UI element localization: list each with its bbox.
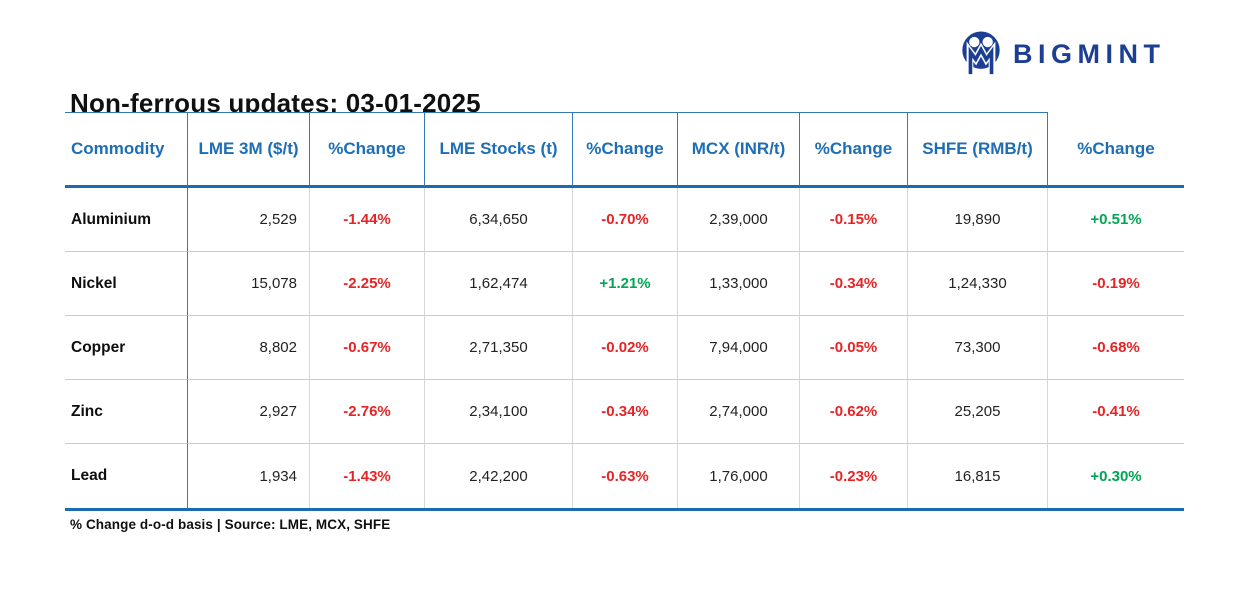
col-header-shfe: SHFE (RMB/t) [908,112,1048,188]
lme-3m-cell: 15,078 [188,252,310,316]
shfe-change-cell: +0.51% [1048,188,1184,252]
shfe-cell: 25,205 [908,380,1048,444]
mcx-cell: 7,94,000 [678,316,800,380]
lme-3m-change-cell: -0.67% [310,316,425,380]
mcx-change-cell: -0.15% [800,188,908,252]
mcx-change-cell: -0.05% [800,316,908,380]
lme-stocks-cell: 2,34,100 [425,380,573,444]
lme-3m-change-cell: -2.25% [310,252,425,316]
col-header-mcx-change: %Change [800,112,908,188]
brand-logo: BIGMINT [958,28,1166,80]
shfe-change-cell: -0.19% [1048,252,1184,316]
shfe-change-cell: +0.30% [1090,467,1142,485]
lme-3m-change-cell: -2.76% [310,380,425,444]
lme-3m-cell: 2,529 [188,188,310,252]
shfe-cell: 19,890 [908,188,1048,252]
commodity-cell: Nickel [65,252,188,316]
commodity-cell: Aluminium [65,188,188,252]
mcx-change-cell: -0.34% [800,252,908,316]
lme-stocks-cell: 6,34,650 [425,188,573,252]
lme-stocks-cell: 2,71,350 [425,316,573,380]
brand-name: BIGMINT [1013,38,1166,69]
lme-stocks-change-cell: -0.70% [573,188,678,252]
shfe-cell: 73,300 [908,316,1048,380]
commodity-cell: Copper [65,316,188,380]
lme-stocks-cell: 1,62,474 [425,252,573,316]
lme-stocks-change-cell: -0.34% [573,380,678,444]
lme-3m-cell: 8,802 [188,316,310,380]
lme-3m-change-cell: -1.44% [310,188,425,252]
col-header-lme-3m-change: %Change [310,112,425,188]
lme-stocks-change-cell: +1.21% [573,252,678,316]
mcx-cell: 2,74,000 [678,380,800,444]
col-header-lme-stocks: LME Stocks (t) [425,112,573,188]
mcx-change-cell: -0.62% [800,380,908,444]
shfe-change-cell: -0.41% [1048,380,1184,444]
col-header-commodity: Commodity [65,112,188,188]
lme-stocks-change-cell: -0.02% [573,316,678,380]
col-header-shfe-change: %Change [1048,112,1184,188]
col-header-lme-3m: LME 3M ($/t) [188,112,310,188]
shfe-cell: 16,815 [908,444,1048,508]
bigmint-people-icon [962,31,1000,75]
col-header-mcx: MCX (INR/t) [678,112,800,188]
lme-stocks-cell: 2,42,200 [425,444,573,508]
mcx-cell: 1,33,000 [678,252,800,316]
col-header-lme-stocks-change: %Change [573,112,678,188]
commodity-table: Commodity LME 3M ($/t) %Change LME Stock… [65,112,1184,511]
lme-3m-cell: 1,934 [188,444,310,508]
lme-stocks-change-cell: -0.63% [573,444,678,508]
lme-3m-change-cell: -1.43% [310,444,425,508]
mcx-cell: 2,39,000 [678,188,800,252]
source-note: % Change d-o-d basis | Source: LME, MCX,… [70,517,391,532]
commodity-cell: Lead [65,444,188,508]
mcx-change-cell: -0.23% [800,444,908,508]
shfe-change-cell: -0.68% [1048,316,1184,380]
mcx-cell: 1,76,000 [678,444,800,508]
commodity-cell: Zinc [65,380,188,444]
shfe-cell: 1,24,330 [908,252,1048,316]
lme-3m-cell: 2,927 [188,380,310,444]
